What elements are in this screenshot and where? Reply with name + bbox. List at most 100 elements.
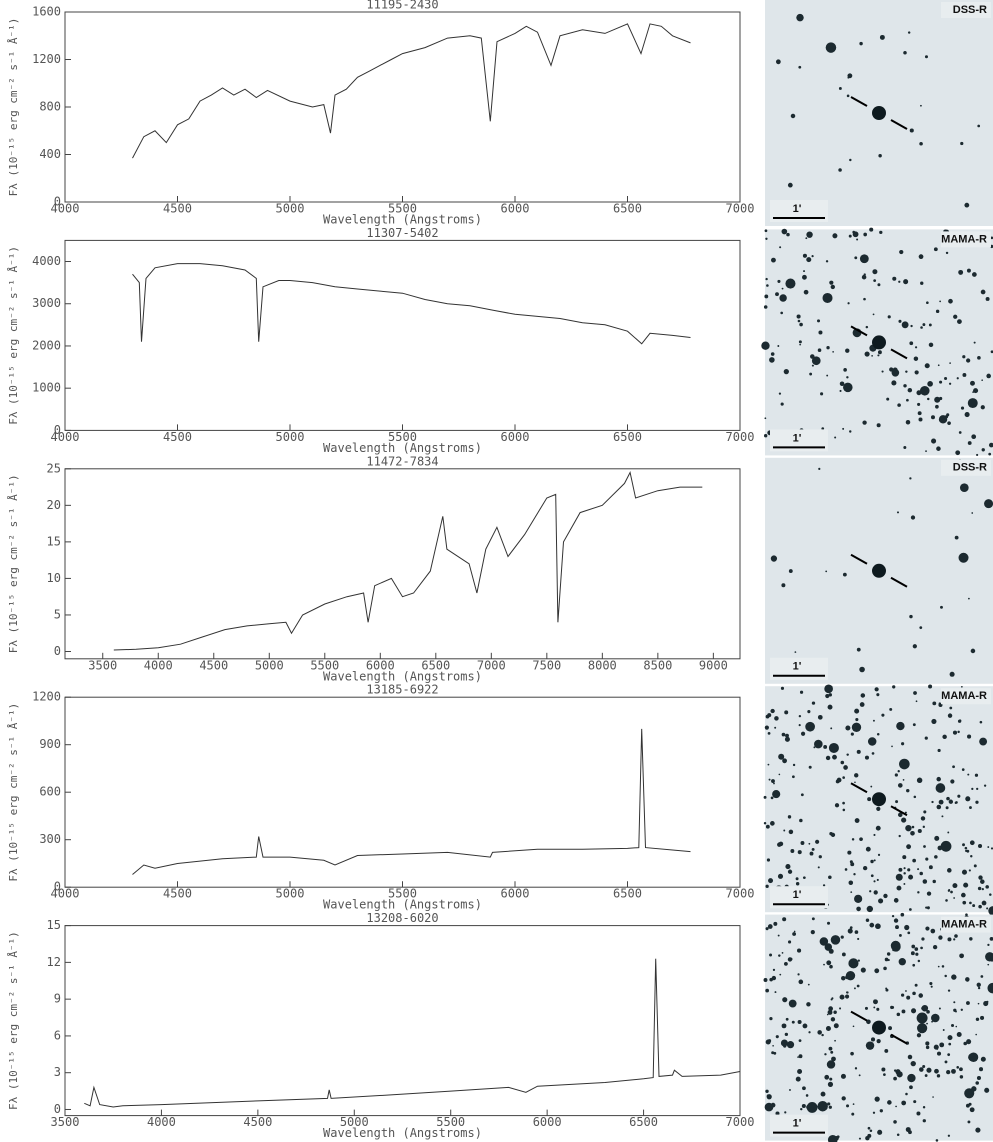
y-axis-label: Fλ (10⁻¹⁵ erg cm⁻² s⁻¹ Å⁻¹) [7, 474, 20, 653]
star [845, 975, 850, 980]
finding-chart: MAMA-R 1' [761, 227, 993, 457]
star [910, 515, 916, 520]
star [953, 897, 956, 899]
star [768, 778, 771, 781]
star [854, 894, 863, 903]
star [820, 1103, 825, 1108]
star [797, 1056, 799, 1058]
star [934, 1068, 939, 1074]
star [954, 535, 959, 540]
star [834, 436, 837, 439]
star [948, 888, 951, 892]
star [969, 840, 975, 846]
star [798, 340, 802, 344]
star [954, 801, 957, 804]
star [892, 276, 897, 281]
star [827, 1081, 834, 1087]
star [940, 840, 952, 852]
star [782, 997, 788, 1003]
star [789, 957, 793, 961]
star [901, 993, 905, 997]
star [898, 958, 906, 966]
star [798, 1054, 803, 1059]
x-tick-label: 5500 [310, 658, 339, 672]
scale-label: 1' [793, 889, 802, 901]
star [872, 719, 875, 722]
star [863, 297, 866, 301]
star [859, 702, 865, 707]
star [840, 760, 845, 765]
star [922, 1106, 926, 1109]
star [849, 860, 853, 864]
y-tick-label: 10 [47, 571, 61, 585]
star [938, 799, 944, 805]
star [936, 446, 941, 451]
star [987, 982, 993, 994]
star [824, 684, 833, 694]
star [802, 253, 807, 258]
star [859, 666, 865, 673]
star [778, 392, 782, 395]
star [850, 732, 854, 736]
star [805, 1094, 809, 1097]
star [772, 968, 776, 971]
star [939, 380, 943, 384]
star [785, 864, 791, 870]
star [913, 1100, 917, 1104]
marker [850, 553, 868, 565]
star [863, 232, 868, 237]
star [936, 1074, 941, 1078]
star [898, 319, 902, 323]
star [911, 825, 915, 829]
target-star [872, 1020, 886, 1035]
star [919, 385, 930, 396]
star [766, 1094, 770, 1098]
star [928, 323, 932, 327]
star [850, 862, 855, 867]
star [856, 984, 860, 988]
star [990, 350, 993, 354]
star [909, 477, 912, 480]
star [787, 869, 793, 874]
star [826, 346, 830, 350]
star [922, 1119, 926, 1123]
star [986, 907, 989, 910]
star [823, 745, 828, 749]
star [912, 963, 916, 967]
star [969, 806, 972, 809]
x-tick-label: 5500 [436, 1115, 465, 1129]
star [822, 884, 826, 887]
star [807, 710, 811, 714]
star [926, 1067, 932, 1073]
star [821, 1033, 824, 1037]
target-star [872, 563, 886, 578]
star [964, 1088, 975, 1099]
star [901, 1009, 906, 1014]
star [777, 279, 781, 283]
x-tick-label: 5000 [276, 887, 305, 901]
star [958, 269, 964, 275]
star [951, 1068, 956, 1074]
star [947, 421, 951, 425]
star [842, 427, 845, 430]
star [884, 957, 889, 962]
star [770, 821, 775, 826]
star [941, 965, 945, 968]
star [781, 1023, 787, 1029]
plot-frame [64, 925, 741, 1117]
star [870, 785, 873, 788]
star [834, 1039, 836, 1042]
star [802, 1086, 806, 1091]
star [787, 182, 793, 188]
y-tick-label: 300 [39, 832, 61, 846]
star [879, 34, 885, 40]
scale-background [770, 200, 828, 222]
star [764, 1102, 774, 1112]
star [970, 855, 973, 858]
star [906, 398, 909, 402]
star [919, 141, 923, 146]
star [916, 777, 923, 784]
marker [890, 805, 908, 817]
star [950, 890, 953, 894]
star [884, 1049, 889, 1053]
